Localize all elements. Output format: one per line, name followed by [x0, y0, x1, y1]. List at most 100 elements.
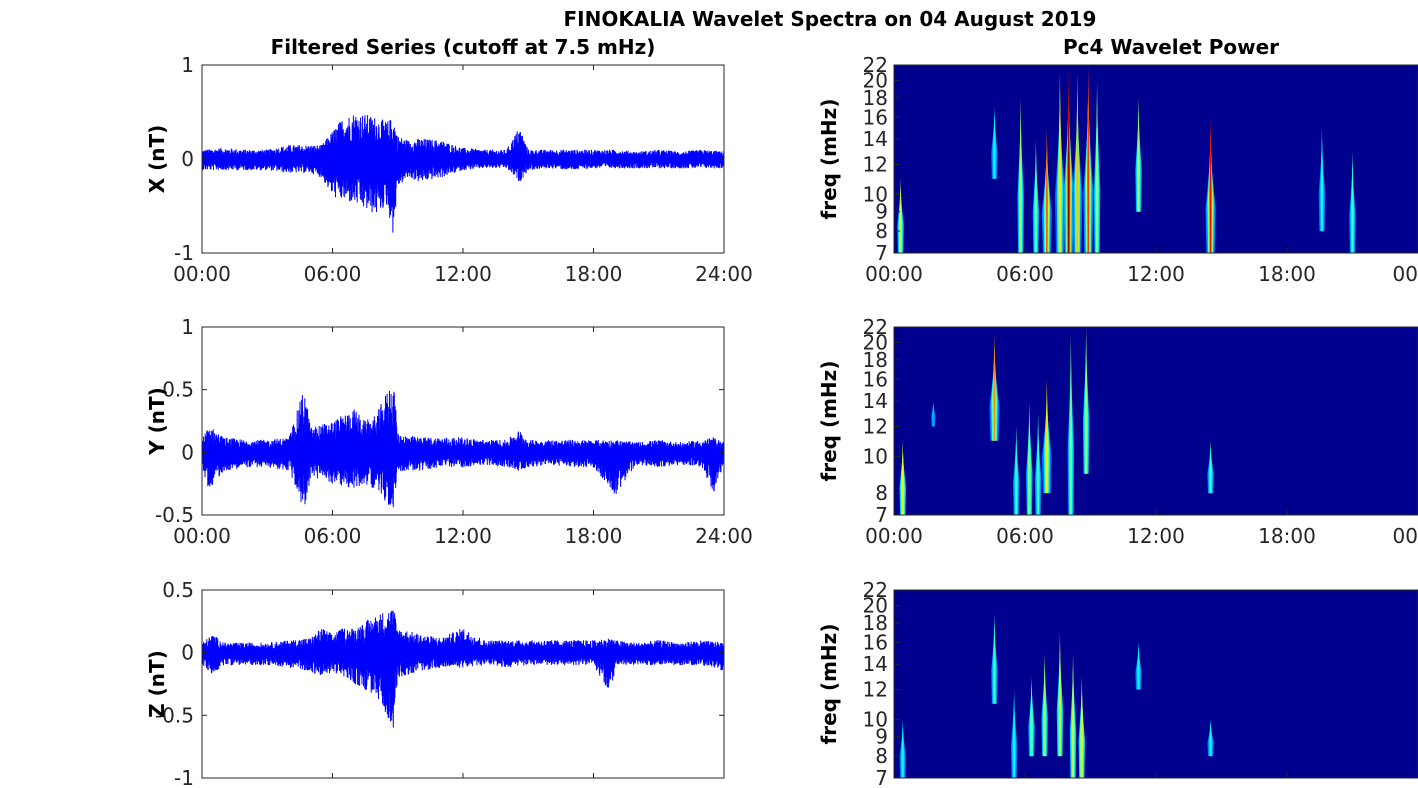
power-streak: [1095, 80, 1099, 253]
left-column-title: Filtered Series (cutoff at 7.5 mHz): [271, 35, 656, 59]
x-tick-label: 00:00: [173, 262, 231, 286]
power-streak: [1034, 139, 1038, 253]
power-streak: [1043, 652, 1046, 757]
y-tick-label: 7: [875, 503, 888, 527]
power-streak: [1030, 676, 1033, 757]
y-tick-label: 0.5: [162, 578, 194, 602]
y-tick-label: 8: [875, 219, 888, 243]
y-tick-label: 14: [863, 389, 888, 413]
power-streak: [1067, 65, 1070, 253]
y-axis-label: freq (mHz): [817, 99, 841, 220]
y-tick-label: 16: [863, 367, 888, 391]
right-column-title: Pc4 Wavelet Power: [1063, 35, 1279, 59]
power-streak: [1137, 97, 1140, 212]
x-tick-label: 12:00: [1127, 524, 1185, 548]
y-tick-label: 9: [875, 725, 888, 749]
x-tick-label: 18:00: [1258, 524, 1316, 548]
x-tick-label: 24:00: [695, 524, 753, 548]
x-tick-label: 06:00: [996, 262, 1054, 286]
y-axis-label: X (nT): [145, 125, 169, 194]
power-streak: [1069, 334, 1072, 515]
y-tick-label: 20: [863, 594, 888, 618]
y-tick-label: 1: [181, 53, 194, 77]
y-tick-label: 22: [863, 578, 888, 602]
y-tick-label: 14: [863, 127, 888, 151]
x-tick-label: 06:00: [304, 262, 362, 286]
y-tick-label: 0: [181, 641, 194, 665]
y-tick-label: 22: [863, 53, 888, 77]
power-streak: [1087, 65, 1090, 253]
x-tick-label: 00:00: [865, 262, 923, 286]
y-tick-label: 20: [863, 69, 888, 93]
y-axis-label: Z (nT): [145, 650, 169, 718]
y-tick-label: 7: [875, 766, 888, 788]
y-tick-label: 12: [863, 678, 888, 702]
y-tick-label: 18: [863, 348, 888, 372]
x-tick-label: 24:00: [695, 262, 753, 286]
y-tick-label: 0: [181, 440, 194, 464]
power-streak: [993, 107, 996, 179]
power-streak: [993, 614, 996, 704]
y-axis-label: Y (nT): [145, 387, 169, 456]
power-streak: [1037, 413, 1040, 515]
x-tick-label: 00: [1393, 524, 1418, 548]
power-streak: [1071, 652, 1075, 778]
y-tick-label: 22: [863, 315, 888, 339]
power-streak: [899, 178, 902, 253]
x-tick-label: 18:00: [565, 524, 623, 548]
power-streak: [1045, 379, 1048, 494]
plot-area: [202, 327, 724, 515]
x-tick-label: 18:00: [1258, 262, 1316, 286]
y-tick-label: 12: [863, 153, 888, 177]
y-tick-label: 7: [875, 241, 888, 265]
signal-trace: [202, 115, 724, 233]
y-tick-label: 18: [863, 86, 888, 110]
x-tick-label: 00:00: [865, 524, 923, 548]
y-tick-label: 8: [875, 744, 888, 768]
plot-area: [202, 590, 724, 778]
x-series-panel: 1 0 -100:00 06:00 12:00 18:00 24:00 X (nT): [145, 53, 753, 286]
power-streak: [1209, 719, 1212, 757]
x-tick-label: 06:00: [996, 524, 1054, 548]
power-streak: [1015, 426, 1018, 515]
power-background: [894, 65, 1418, 253]
y-tick-label: 0: [181, 147, 194, 171]
y-tick-label: 10: [863, 444, 888, 468]
power-features: [899, 327, 1214, 515]
power-streak: [1320, 127, 1324, 232]
y-tick-label: 16: [863, 630, 888, 654]
x-tick-label: 06:00: [304, 524, 362, 548]
x-tick-label: 18:00: [565, 262, 623, 286]
signal-trace: [202, 390, 724, 508]
power-background: [894, 590, 1418, 778]
power-background: [894, 327, 1418, 515]
power-streak: [1058, 632, 1062, 757]
power-streak: [901, 440, 904, 515]
x-tick-label: 00: [1393, 262, 1418, 286]
power-streak: [901, 719, 904, 778]
power-streak: [1058, 72, 1062, 253]
power-streak: [1351, 151, 1354, 253]
z-series-panel: 0.5 0 -0.5 -1 Z (nT): [145, 578, 725, 788]
y-tick-label: 14: [863, 652, 888, 676]
y-tick-label: 1: [181, 315, 194, 339]
power-streak: [1137, 642, 1140, 690]
power-streak: [1028, 401, 1031, 515]
y-tick-label: 9: [875, 200, 888, 224]
y-tick-label: 10: [863, 707, 888, 731]
y-tick-label: 0.5: [162, 378, 194, 402]
y-tick-label: -0.5: [155, 503, 194, 527]
y-tick-label: 8: [875, 481, 888, 505]
power-features: [899, 614, 1214, 778]
x-tick-label: 12:00: [1127, 262, 1185, 286]
power-streak: [1019, 97, 1022, 253]
power-streak: [1076, 72, 1079, 253]
x-tick-label: 12:00: [434, 524, 492, 548]
power-streak: [1012, 689, 1016, 778]
signal-trace: [202, 610, 724, 728]
power-streak: [1085, 327, 1088, 474]
power-streak: [1080, 676, 1083, 778]
